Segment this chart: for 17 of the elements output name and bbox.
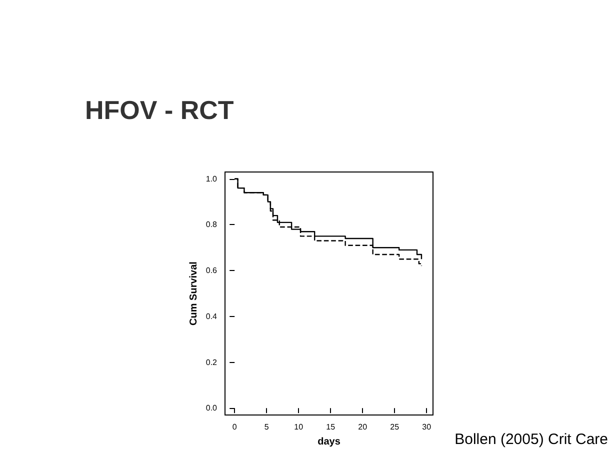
y-axis-title: Cum Survival: [188, 261, 200, 326]
x-tick-label: 25: [390, 422, 400, 432]
chart-title: HFOV - RCT: [85, 95, 234, 125]
x-tick-label: 20: [358, 422, 368, 432]
x-tick-label: 10: [294, 422, 304, 432]
y-tick-label: 0.4: [206, 312, 218, 321]
x-axis-title: days: [318, 436, 341, 448]
x-tick-label: 15: [326, 422, 336, 432]
y-tick-label: 0.2: [206, 358, 218, 367]
y-tick-label: 0.8: [206, 220, 218, 230]
x-tick-label: 0: [232, 422, 238, 432]
y-tick-label: 0.0: [206, 404, 218, 413]
y-tick-label: 1.0: [206, 174, 218, 184]
x-tick-label: 5: [264, 422, 270, 432]
y-tick-label: 0.6: [206, 266, 218, 276]
text: Bollen (2005) Crit Care: [454, 431, 608, 448]
x-tick-label: 30: [422, 422, 432, 432]
